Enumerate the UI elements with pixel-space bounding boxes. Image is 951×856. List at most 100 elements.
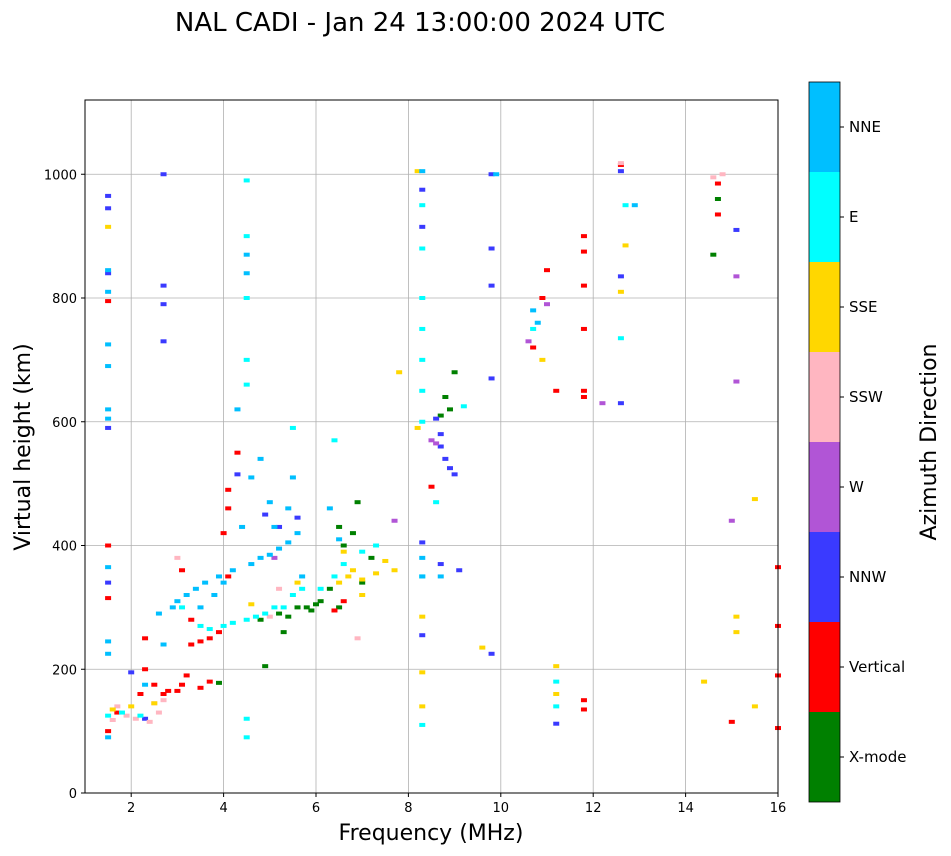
- data-point: [396, 370, 403, 375]
- y-tick-label: 1000: [44, 168, 77, 183]
- data-point: [105, 639, 112, 644]
- data-point: [701, 679, 708, 684]
- data-point: [234, 407, 241, 412]
- data-point: [132, 716, 139, 721]
- data-point: [539, 357, 546, 362]
- data-point: [105, 729, 112, 734]
- data-point: [174, 555, 181, 560]
- data-point: [317, 586, 324, 591]
- data-point: [419, 326, 426, 331]
- data-point: [179, 605, 186, 610]
- data-point: [340, 562, 347, 567]
- data-point: [114, 704, 121, 709]
- data-point: [437, 432, 444, 437]
- colorbar-frame: [808, 81, 841, 803]
- data-point: [345, 574, 352, 579]
- data-point: [714, 197, 721, 201]
- x-tick-label: 10: [493, 801, 510, 816]
- data-point: [437, 444, 444, 449]
- series-x-mode: [215, 197, 721, 685]
- data-point: [530, 326, 537, 331]
- colorbar-label: Vertical: [849, 658, 905, 676]
- data-point: [105, 271, 112, 276]
- data-point: [553, 721, 560, 726]
- data-point: [617, 289, 624, 294]
- data-point: [105, 651, 112, 656]
- x-tick-label: 14: [677, 801, 694, 816]
- data-point: [336, 524, 343, 529]
- series-sse: [105, 169, 758, 712]
- data-point: [206, 636, 213, 641]
- data-point: [419, 722, 426, 727]
- data-point: [183, 673, 190, 678]
- data-point: [317, 599, 324, 604]
- data-point: [123, 713, 130, 718]
- data-point: [294, 580, 301, 585]
- data-point: [225, 487, 232, 492]
- colorbar-label: NNE: [849, 118, 881, 136]
- data-point: [225, 506, 232, 511]
- colorbar-swatch: [809, 262, 840, 352]
- data-point: [493, 172, 500, 177]
- data-point: [137, 713, 144, 718]
- data-point: [553, 704, 560, 709]
- data-point: [419, 224, 426, 229]
- data-point: [220, 623, 227, 628]
- data-point: [617, 401, 624, 406]
- data-point: [105, 580, 112, 585]
- chart-title: NAL CADI - Jan 24 13:00:00 2024 UTC: [175, 8, 665, 38]
- data-point: [414, 425, 421, 430]
- colorbar-swatch: [809, 352, 840, 442]
- y-tick-label: 0: [69, 787, 77, 802]
- data-point: [280, 630, 287, 635]
- data-point: [631, 203, 638, 208]
- data-point: [446, 466, 453, 471]
- data-point: [419, 246, 426, 251]
- data-point: [419, 419, 426, 424]
- data-point: [419, 614, 426, 619]
- x-axis-ticks: 2 4 6 8 10 12 14 16: [127, 793, 786, 816]
- data-point: [243, 271, 250, 276]
- data-point: [276, 524, 283, 529]
- data-point: [105, 342, 112, 347]
- data-point: [359, 577, 366, 582]
- data-point: [479, 645, 486, 650]
- data-point: [544, 302, 550, 307]
- data-point: [248, 602, 255, 607]
- data-point: [419, 574, 426, 579]
- data-point: [160, 283, 167, 288]
- data-point: [142, 667, 149, 672]
- data-point: [211, 593, 218, 597]
- colorbar-swatch: [809, 532, 840, 622]
- data-point: [359, 580, 366, 585]
- colorbar-label: NNW: [849, 568, 886, 586]
- data-point: [179, 568, 186, 573]
- data-point: [160, 172, 167, 177]
- data-point: [142, 716, 149, 721]
- data-point: [710, 175, 717, 180]
- data-point: [354, 636, 361, 641]
- x-tick-label: 12: [585, 801, 602, 816]
- data-point: [580, 283, 587, 288]
- data-point: [294, 515, 301, 520]
- data-point: [488, 283, 495, 288]
- data-point: [169, 605, 176, 610]
- data-point: [285, 614, 292, 619]
- data-point: [617, 336, 624, 341]
- data-point: [553, 692, 560, 696]
- data-point: [437, 574, 444, 579]
- data-point: [165, 688, 172, 693]
- data-point: [617, 274, 624, 279]
- data-point: [248, 475, 255, 480]
- data-point: [580, 249, 587, 254]
- data-point: [488, 376, 495, 381]
- data-point: [488, 172, 495, 177]
- data-point: [280, 605, 287, 610]
- data-point: [299, 574, 306, 579]
- data-point: [539, 296, 546, 300]
- data-point: [192, 586, 199, 591]
- data-point: [419, 670, 426, 675]
- data-point: [243, 716, 250, 721]
- y-tick-label: 600: [52, 416, 77, 431]
